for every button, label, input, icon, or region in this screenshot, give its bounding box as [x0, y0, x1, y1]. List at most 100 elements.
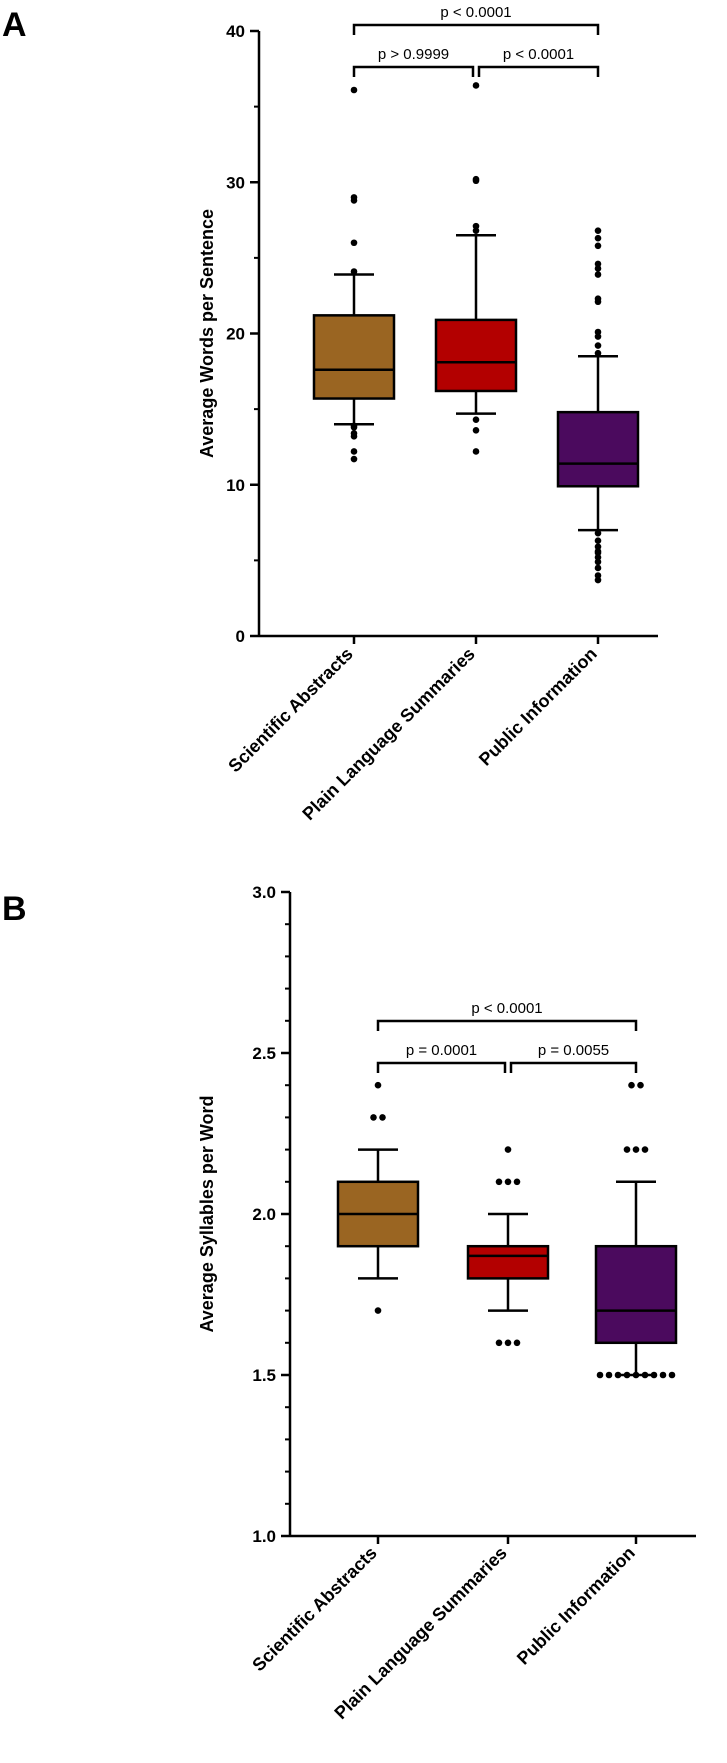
- bracket-line: [376, 1019, 638, 1031]
- significance-bracket: p > 0.9999: [352, 46, 475, 77]
- outlier-point: [350, 433, 358, 440]
- significance-bracket: p < 0.0001: [352, 4, 600, 35]
- box: [594, 1244, 678, 1345]
- y-tick-label: 2.5: [252, 1044, 276, 1063]
- outlier-point: [594, 298, 602, 306]
- p-value-label: p < 0.0001: [503, 46, 574, 63]
- outlier-point: [594, 572, 602, 579]
- category-label: Scientific Abstracts: [224, 644, 357, 777]
- outlier-point: [594, 537, 602, 545]
- outlier-point: [374, 1081, 382, 1089]
- bracket-line: [352, 65, 475, 77]
- outlier-point: [594, 227, 602, 234]
- outlier-point: [594, 349, 602, 357]
- outlier-point: [472, 448, 480, 455]
- outlier-point: [594, 576, 602, 584]
- bracket-line: [509, 1061, 638, 1073]
- outlier-point: [594, 271, 602, 278]
- category-label: Public Information: [475, 644, 601, 770]
- outlier-point: [594, 265, 602, 272]
- outlier-point: [650, 1371, 658, 1379]
- outlier-point: [350, 448, 358, 455]
- chart-panel-b: B 1.0 1.5 2.0 2.5 3.0 Average Syllables per Wo…: [2, 883, 696, 1723]
- category-label: Public Information: [513, 1543, 639, 1669]
- outlier-point: [594, 558, 602, 566]
- outlier-point: [594, 554, 602, 561]
- outlier-point: [641, 1146, 649, 1153]
- outlier-point: [623, 1371, 631, 1379]
- box: [556, 410, 640, 488]
- box-group: [556, 227, 640, 584]
- outlier-point: [596, 1371, 604, 1379]
- bracket-line: [477, 65, 600, 77]
- outlier-point: [350, 197, 358, 204]
- outlier-point: [594, 549, 602, 557]
- significance-bracket: p < 0.0001: [376, 1000, 638, 1031]
- outlier-point: [374, 1307, 382, 1314]
- panel-letter: A: [2, 6, 27, 44]
- p-value-label: p = 0.0001: [406, 1042, 477, 1059]
- category-label: Scientific Abstracts: [248, 1543, 381, 1676]
- p-value-label: p > 0.9999: [378, 46, 449, 63]
- p-value-label: p = 0.0055: [538, 1042, 609, 1059]
- outlier-point: [513, 1178, 521, 1186]
- p-value-label: p < 0.0001: [471, 1000, 542, 1017]
- outlier-point: [594, 529, 602, 537]
- y-tick-label: 10: [226, 476, 245, 495]
- outlier-point: [605, 1371, 613, 1379]
- y-tick-label: 30: [226, 173, 245, 192]
- outlier-point: [350, 423, 358, 431]
- outlier-point: [594, 342, 602, 349]
- p-value-label: p < 0.0001: [440, 4, 511, 21]
- y-tick-label: 1.5: [252, 1366, 276, 1385]
- outlier-point: [594, 328, 602, 336]
- outlier-point: [472, 416, 480, 424]
- outlier-point: [628, 1081, 635, 1089]
- outlier-point: [504, 1146, 512, 1153]
- panel-letter: B: [2, 890, 27, 928]
- box-group: [336, 1081, 420, 1314]
- outlier-point: [668, 1371, 676, 1379]
- chart-panel-a: A 0 10 20 30 40 Average Words per Sentence Scie…: [2, 4, 658, 824]
- outlier-point: [472, 82, 480, 89]
- outlier-point: [594, 333, 602, 340]
- significance-bracket: p < 0.0001: [477, 46, 600, 77]
- outlier-point: [350, 239, 358, 247]
- outlier-point: [623, 1146, 631, 1153]
- significance-bracket: p = 0.0055: [509, 1042, 638, 1073]
- outlier-point: [504, 1339, 512, 1347]
- y-tick-label: 0: [236, 627, 245, 646]
- outlier-point: [350, 455, 358, 463]
- outlier-point: [472, 222, 480, 230]
- y-tick-label: 2.0: [252, 1205, 276, 1224]
- outlier-point: [495, 1339, 503, 1347]
- box-group: [312, 86, 396, 463]
- outlier-point: [659, 1371, 667, 1379]
- outlier-point: [370, 1114, 377, 1121]
- outlier-point: [350, 86, 358, 94]
- outlier-point: [594, 543, 602, 551]
- outlier-point: [637, 1081, 644, 1089]
- outlier-point: [594, 564, 602, 572]
- outlier-point: [641, 1371, 649, 1379]
- outlier-point: [495, 1178, 503, 1186]
- y-tick-label: 20: [226, 325, 245, 344]
- box: [312, 314, 396, 400]
- outlier-point: [472, 177, 480, 185]
- outlier-point: [594, 242, 602, 250]
- box-group: [466, 1146, 550, 1347]
- outlier-point: [350, 268, 358, 275]
- outlier-point: [379, 1114, 386, 1121]
- y-tick-label: 3.0: [252, 883, 276, 902]
- box: [466, 1244, 550, 1280]
- y-axis-title: Average Syllables per Word: [197, 1095, 217, 1332]
- y-axis-title: Average Words per Sentence: [197, 209, 217, 458]
- outlier-point: [504, 1178, 512, 1186]
- outlier-point: [472, 227, 480, 234]
- outlier-point: [594, 260, 602, 268]
- outlier-point: [632, 1371, 640, 1379]
- significance-bracket: p = 0.0001: [376, 1042, 507, 1073]
- bracket-line: [376, 1061, 507, 1073]
- outlier-point: [614, 1371, 622, 1379]
